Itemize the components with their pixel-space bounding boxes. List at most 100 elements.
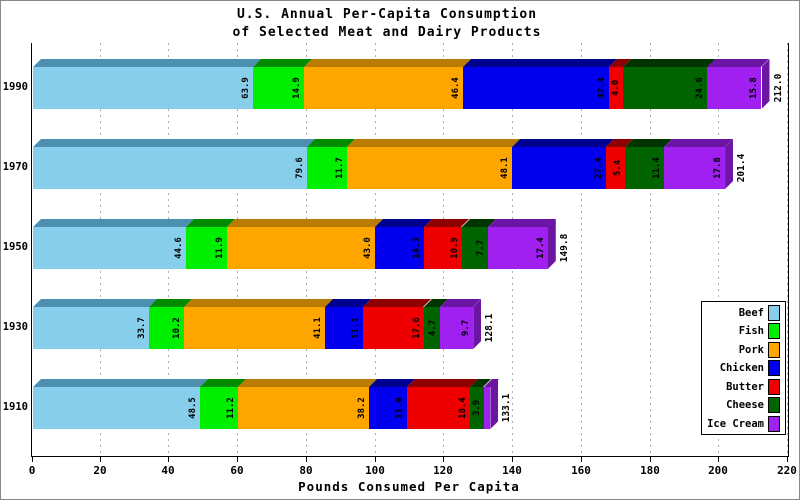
gridline-x-200 <box>718 43 719 456</box>
bar-segment-1910-cheese: 3.9 <box>470 387 484 429</box>
legend-item-ice-cream: Ice Cream <box>702 415 785 432</box>
bar-segment-top-edge <box>303 59 472 67</box>
bar-segment-1910-pork: 38.2 <box>238 387 370 429</box>
x-tick-140 <box>512 456 513 462</box>
segment-value-label: 10.9 <box>449 237 460 259</box>
x-tick-label-40: 40 <box>161 464 175 477</box>
segment-value-label: 44.6 <box>174 237 185 259</box>
y-axis-label-1910: 1910 <box>2 401 28 413</box>
bar-total-label: 149.8 <box>558 233 570 263</box>
x-tick-label-200: 200 <box>708 464 728 477</box>
bar-segment-top-edge <box>512 139 615 147</box>
bar-segment-top-edge <box>33 59 261 67</box>
bar-segment-1990-ice-cream: 15.8 <box>707 67 762 109</box>
bar-segment-top-edge <box>663 139 734 147</box>
legend-swatch <box>768 378 780 395</box>
bar-segment-top-edge <box>707 59 770 67</box>
segment-value-label: 24.6 <box>695 77 706 99</box>
bar-segment-top-edge <box>463 59 617 67</box>
x-tick-220 <box>787 456 788 462</box>
bar-1910: 48.5 11.2 38.2 11.0 18.4 3.9 133.1 <box>33 379 789 429</box>
gridline-x-220 <box>787 43 788 456</box>
bar-segment-1990-chicken: 42.4 <box>463 67 609 109</box>
segment-value-label: 5.4 <box>612 159 623 177</box>
legend-item-beef: Beef <box>702 304 785 321</box>
bar-segment-1970-butter: 5.4 <box>606 147 625 189</box>
segment-value-label: 15.8 <box>749 77 760 99</box>
segment-value-label: 42.4 <box>596 77 607 99</box>
segment-value-label: 10.2 <box>171 317 182 339</box>
y-axis-label-1950: 1950 <box>2 241 28 253</box>
segment-value-label: 7.7 <box>475 239 486 257</box>
segment-value-label: 4.0 <box>610 79 621 97</box>
legend-label: Fish <box>738 325 764 337</box>
bar-end-face <box>725 139 734 189</box>
segment-value-label: 46.4 <box>451 77 462 99</box>
bar-1930: 33.7 10.2 41.1 11.1 17.6 4.7 9.7 128.1 <box>33 299 789 349</box>
bar-segment-1950-ice-cream: 17.4 <box>487 227 548 269</box>
segment-value-label: 48.1 <box>500 157 511 179</box>
segment-value-label: 17.6 <box>411 317 422 339</box>
x-tick-label-60: 60 <box>230 464 244 477</box>
x-tick-label-140: 140 <box>502 464 522 477</box>
x-tick-100 <box>375 456 376 462</box>
x-tick-180 <box>650 456 651 462</box>
x-tick-80 <box>306 456 307 462</box>
bar-1950: 44.6 11.9 43.0 14.3 10.9 7.7 17.4 149.8 <box>33 219 789 269</box>
bar-segment-1950-chicken: 14.3 <box>374 227 425 269</box>
bar-segment-top-edge <box>252 59 312 67</box>
x-tick-120 <box>443 456 444 462</box>
bar-segment-1910-fish: 11.2 <box>199 387 239 429</box>
legend-swatch <box>768 397 780 413</box>
segment-value-label: 4.7 <box>427 319 438 337</box>
segment-value-label: 11.4 <box>651 157 662 179</box>
legend-swatch <box>768 323 780 339</box>
bar-segment-top-edge <box>238 379 378 387</box>
x-tick-160 <box>581 456 582 462</box>
segment-value-label: 14.9 <box>291 77 302 99</box>
bar-segment-1930-cheese: 4.7 <box>423 307 440 349</box>
bar-total-label: 212.0 <box>772 73 784 103</box>
bar-segment-top-edge <box>227 219 383 227</box>
segment-value-label: 3.9 <box>471 399 482 417</box>
x-tick-200 <box>718 456 719 462</box>
segment-value-label: 33.7 <box>136 317 147 339</box>
legend-label: Chicken <box>719 362 764 374</box>
x-tick-label-0: 0 <box>28 464 36 477</box>
segment-value-label: 43.0 <box>362 237 373 259</box>
bar-end-face <box>761 59 770 109</box>
legend-label: Ice Cream <box>707 417 764 430</box>
segment-value-label: 11.7 <box>334 157 345 179</box>
y-axis-label-1930: 1930 <box>2 321 28 333</box>
plot-area: 0 20 40 60 80 100 120 140 160 180 200 220 63.9 14.9 46… <box>29 43 797 477</box>
x-tick-label-120: 120 <box>433 464 453 477</box>
bar-segment-top-edge <box>363 299 432 307</box>
legend-label: Beef <box>738 306 764 319</box>
x-tick-60 <box>237 456 238 462</box>
bar-segment-1930-ice-cream: 9.7 <box>439 307 474 349</box>
bar-segment-1950-fish: 11.9 <box>186 227 228 269</box>
bar-segment-1950-cheese: 7.7 <box>461 227 488 269</box>
legend-item-cheese: Cheese <box>702 397 785 413</box>
segment-value-label: 17.8 <box>713 157 724 179</box>
segment-value-label: 38.2 <box>357 397 368 419</box>
bar-segment-1930-butter: 17.6 <box>363 307 424 349</box>
y-axis-label-1970: 1970 <box>2 161 28 173</box>
chart-title-line1: U.S. Annual Per-Capita Consumption <box>236 7 538 22</box>
bar-segment-1930-pork: 41.1 <box>183 307 326 349</box>
x-tick-20 <box>100 456 101 462</box>
bar-segment-1970-fish: 11.7 <box>306 147 347 189</box>
bar-segment-top-edge <box>346 139 521 147</box>
bar-segment-1990-beef: 63.9 <box>33 67 253 109</box>
bar-segment-1950-beef: 44.6 <box>33 227 187 269</box>
gridline-x-180 <box>650 43 651 456</box>
x-tick-label-20: 20 <box>93 464 107 477</box>
bar-segment-1950-pork: 43.0 <box>227 227 375 269</box>
bar-segment-top-edge <box>33 219 195 227</box>
legend-item-fish: Fish <box>702 323 785 339</box>
bar-1970: 79.6 11.7 48.1 27.4 5.4 11.4 17.8 201.4 <box>33 139 789 189</box>
bar-end-face <box>490 379 499 429</box>
legend-label: Cheese <box>726 399 764 411</box>
bar-segment-top-edge <box>487 219 556 227</box>
